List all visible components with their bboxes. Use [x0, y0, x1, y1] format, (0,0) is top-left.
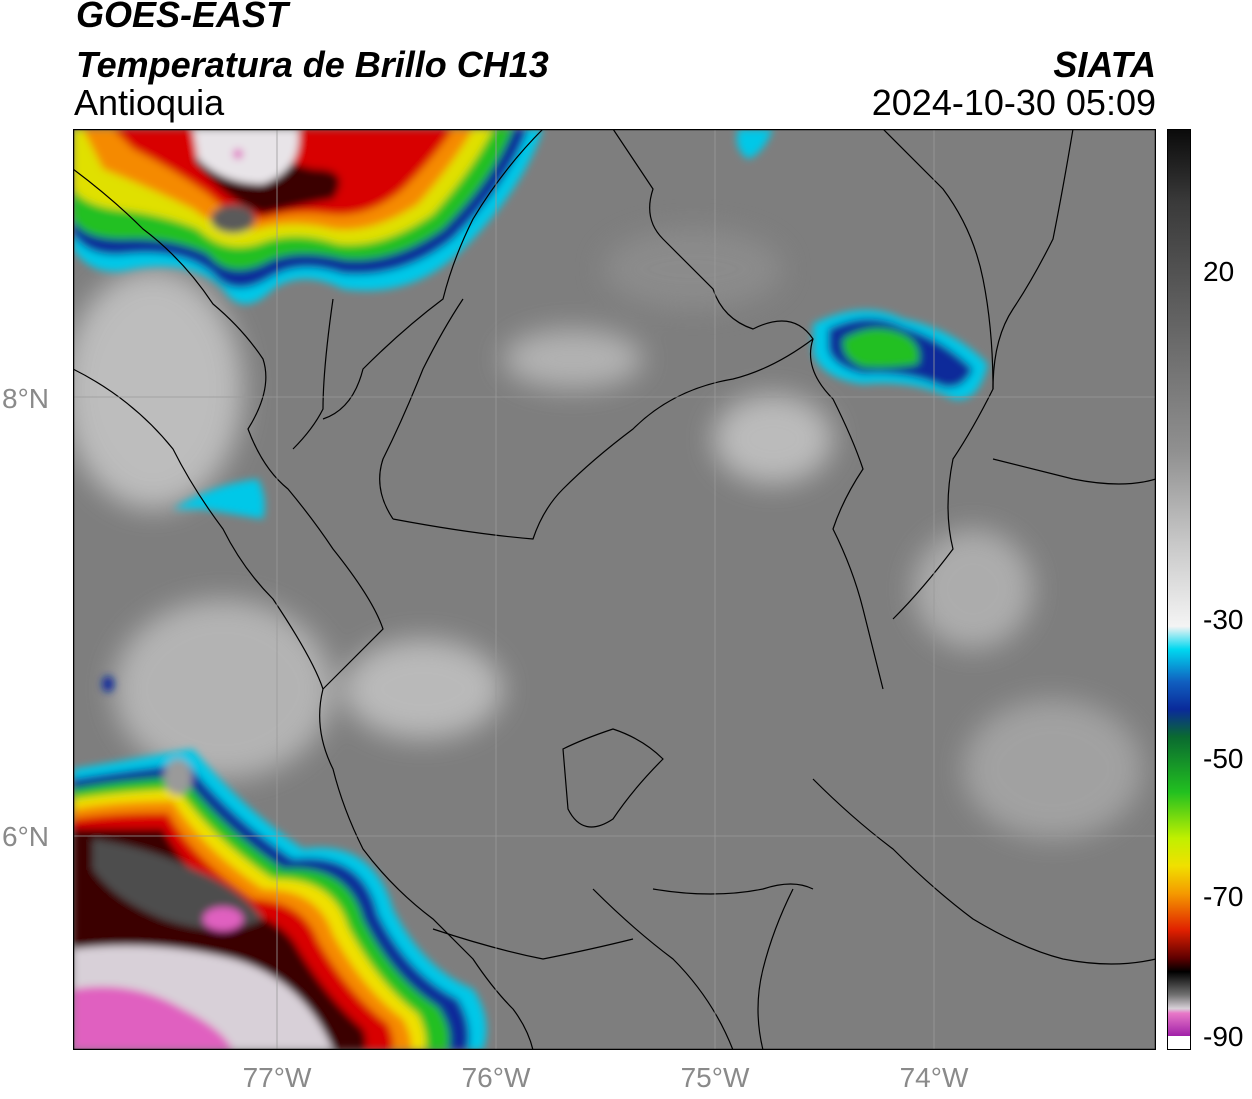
colorbar-label-minus50: -50 — [1203, 743, 1244, 774]
lon-label-76w: 76°W — [461, 1062, 531, 1093]
graticule — [73, 129, 1156, 1050]
temperature-colorbar — [1167, 129, 1191, 1050]
product-title: Temperatura de Brillo CH13 — [76, 44, 549, 85]
lat-label-8n: 8°N — [2, 383, 49, 414]
colorbar-gradient — [1167, 129, 1191, 1050]
colorbar-label-minus70: -70 — [1203, 881, 1244, 912]
brightness-temperature-map — [73, 129, 1156, 1050]
colorbar-frame — [1167, 129, 1191, 1050]
timestamp-label: 2024-10-30 05:09 — [871, 82, 1156, 123]
lon-label-75w: 75°W — [680, 1062, 750, 1093]
country-borders — [73, 129, 1156, 1050]
map-frame — [73, 129, 1156, 1050]
colorbar-label-minus30: -30 — [1203, 604, 1244, 635]
brand-label: SIATA — [1053, 44, 1156, 85]
lat-label-6n: 6°N — [2, 821, 49, 852]
isolated-cold-cells — [102, 479, 265, 692]
cold-cloud-top-north-east — [736, 129, 988, 400]
cold-cloud-top-south-west — [73, 749, 487, 1050]
region-title: Antioquia — [74, 82, 225, 123]
lon-label-77w: 77°W — [242, 1062, 312, 1093]
thin-cloud-layer — [73, 229, 1143, 839]
colorbar-label-minus90: -90 — [1203, 1021, 1244, 1052]
colorbar-label-20: 20 — [1203, 256, 1235, 287]
lon-label-74w: 74°W — [899, 1062, 969, 1093]
cold-cloud-top-north-west — [73, 129, 543, 304]
satellite-title: GOES-EAST — [76, 0, 289, 35]
